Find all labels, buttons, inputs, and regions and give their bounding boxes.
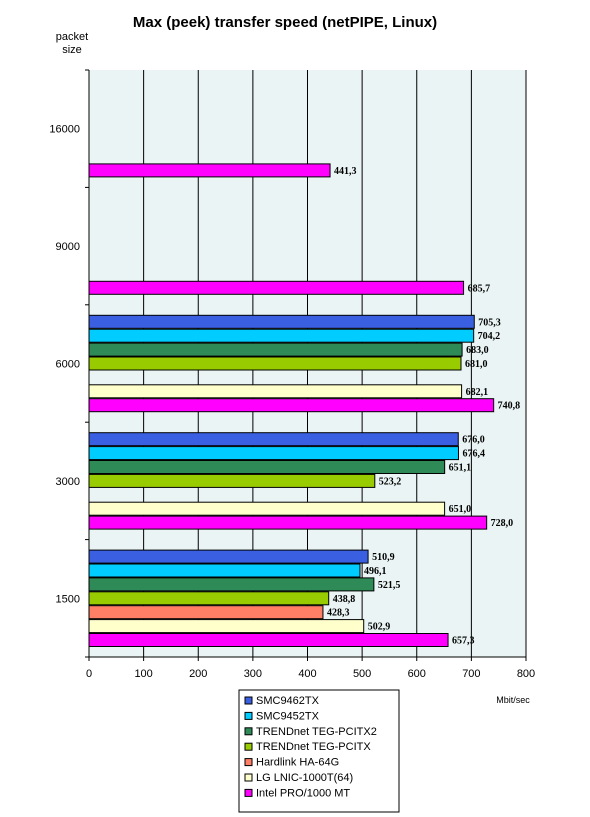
legend-swatch [244,758,253,767]
legend-label: Intel PRO/1000 MT [256,787,350,799]
data-label: 683,0 [466,345,489,356]
bar [88,473,376,488]
legend-label: LG LNIC-1000T(64) [256,772,353,784]
category-labels: 16000 9000 6000 3000 1500 [49,124,80,606]
bar [88,432,459,447]
x-tick-labels: 0 100 200 300 400 500 600 700 800 [86,668,535,680]
bars [88,163,495,647]
data-label: 705,3 [478,317,501,328]
bar [88,633,449,647]
data-label: 502,9 [368,622,391,633]
data-label: 438,8 [333,594,356,605]
legend-swatch [244,711,253,720]
bar [88,591,330,606]
legend-swatch [244,727,253,736]
data-label: 521,5 [378,580,401,591]
legend-swatch [244,742,253,751]
data-label: 510,9 [372,552,395,563]
bar [88,342,463,357]
bar [88,398,495,413]
category-label: 6000 [56,359,80,371]
bar [88,328,475,343]
x-tick-label: 500 [353,668,371,680]
data-label: 523,2 [379,476,402,487]
data-label: 685,7 [468,283,491,294]
bar [88,280,465,295]
y-axis-label-line1: packet [56,31,88,43]
x-tick-label: 400 [298,668,316,680]
bar [88,619,365,634]
bar [88,605,324,620]
bar [88,549,369,564]
bar [88,163,331,178]
data-label: 651,0 [449,504,472,515]
legend [238,689,400,813]
data-label: 657,3 [452,636,475,647]
legend-label: TRENDnet TEG-PCITX [256,741,371,753]
data-label: 676,0 [462,435,485,446]
bar [88,460,446,474]
x-tick-label: 800 [517,668,535,680]
legend-items: SMC9462TX SMC9452TX TRENDnet TEG-PCITX2 TRE… [244,695,377,799]
data-label: 441,3 [334,166,357,177]
bar [88,384,463,399]
data-label: 496,1 [364,566,387,577]
data-label: 728,0 [491,518,514,529]
data-label: 428,3 [327,608,350,619]
x-tick-label: 200 [189,668,207,680]
bar [88,563,361,578]
chart-title: Max (peek) transfer speed (netPIPE, Linu… [133,14,437,31]
category-label: 3000 [56,476,80,488]
bar [88,501,446,516]
legend-label: SMC9462TX [256,695,320,707]
data-label: 681,0 [465,359,488,370]
x-tick-label: 0 [86,668,92,680]
x-tick-label: 300 [244,668,262,680]
bar [88,356,462,371]
bar [88,577,375,592]
x-tick-label: 600 [408,668,426,680]
legend-label: TRENDnet TEG-PCITX2 [256,726,377,738]
legend-swatch [244,773,253,782]
category-label: 16000 [49,124,80,136]
legend-swatch [244,696,253,705]
legend-label: Hardlink HA-64G [256,757,339,769]
y-axis-label-line2: size [62,44,82,56]
x-tick-label: 100 [134,668,152,680]
data-label: 704,2 [478,331,501,342]
category-label: 9000 [56,241,80,253]
bar [88,446,459,461]
data-label: 651,1 [449,463,472,474]
x-tick-label: 700 [462,668,480,680]
data-label: 740,8 [498,401,521,412]
data-label: 682,1 [466,387,489,398]
value-labels: 441,3 685,7 705,3 704,2 683,0 681,0 682,1 740,8… [327,166,520,647]
category-label: 1500 [56,593,80,605]
x-axis-label: Mbit/sec [496,695,530,705]
legend-swatch [244,788,253,797]
data-label: 676,4 [462,449,485,460]
bar [88,314,475,329]
legend-label: SMC9452TX [256,710,320,722]
bar [88,515,488,530]
